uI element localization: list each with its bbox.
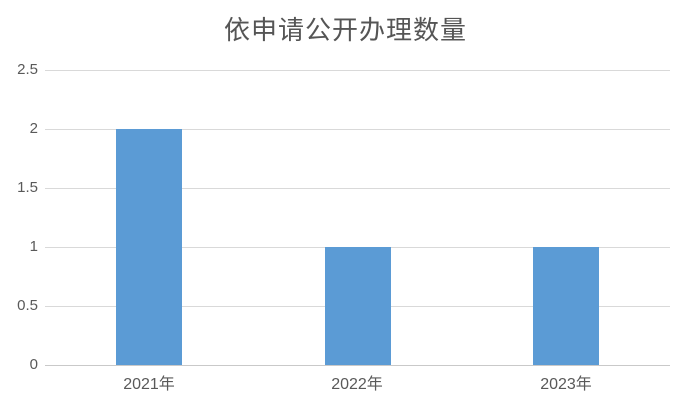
x-category-label: 2022年 [331,376,383,393]
x-axis-line [45,365,670,366]
gridline [45,129,670,130]
bar-2022年 [325,247,391,365]
bar-2023年 [533,247,599,365]
plot-area [45,70,670,366]
chart-title: 依申请公开办理数量 [223,16,467,46]
bar-2021年 [116,129,182,365]
y-tick-label: 2.5 [17,61,38,78]
y-tick-label: 0.5 [17,297,38,314]
y-tick-label: 1.5 [17,179,38,196]
y-tick-label: 0 [29,356,38,373]
x-category-label: 2021年 [123,376,175,393]
x-category-label: 2023年 [540,376,592,393]
y-tick-label: 1 [29,238,38,255]
gridline [45,188,670,189]
y-tick-label: 2 [29,120,38,137]
gridline [45,70,670,71]
